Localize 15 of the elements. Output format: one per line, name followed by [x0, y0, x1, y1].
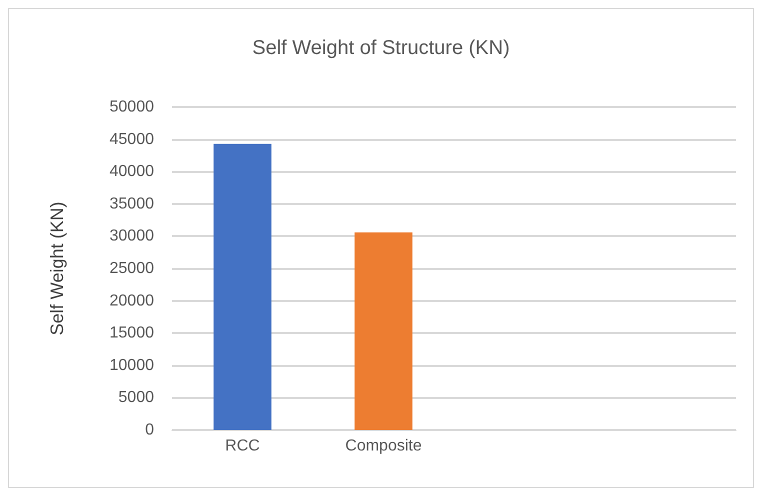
y-tick-label: 35000: [110, 195, 154, 212]
y-tick-label: 20000: [110, 292, 154, 310]
y-tick-label: 50000: [110, 98, 154, 116]
y-tick-label: 10000: [110, 356, 154, 374]
y-tick-label: 45000: [110, 130, 154, 148]
x-tick-label: Composite: [345, 438, 422, 454]
x-tick-label: RCC: [225, 438, 260, 454]
y-tick-label: 0: [145, 422, 154, 438]
y-axis-title: Self Weight (KN): [47, 202, 67, 336]
y-tick-label: 30000: [110, 228, 154, 245]
y-tick-label: 40000: [110, 163, 154, 180]
y-tick-label: 5000: [118, 389, 154, 406]
chart-title: Self Weight of Structure (KN): [252, 37, 510, 59]
y-tick-label: 15000: [110, 324, 154, 342]
y-tick-label: 25000: [110, 260, 154, 277]
